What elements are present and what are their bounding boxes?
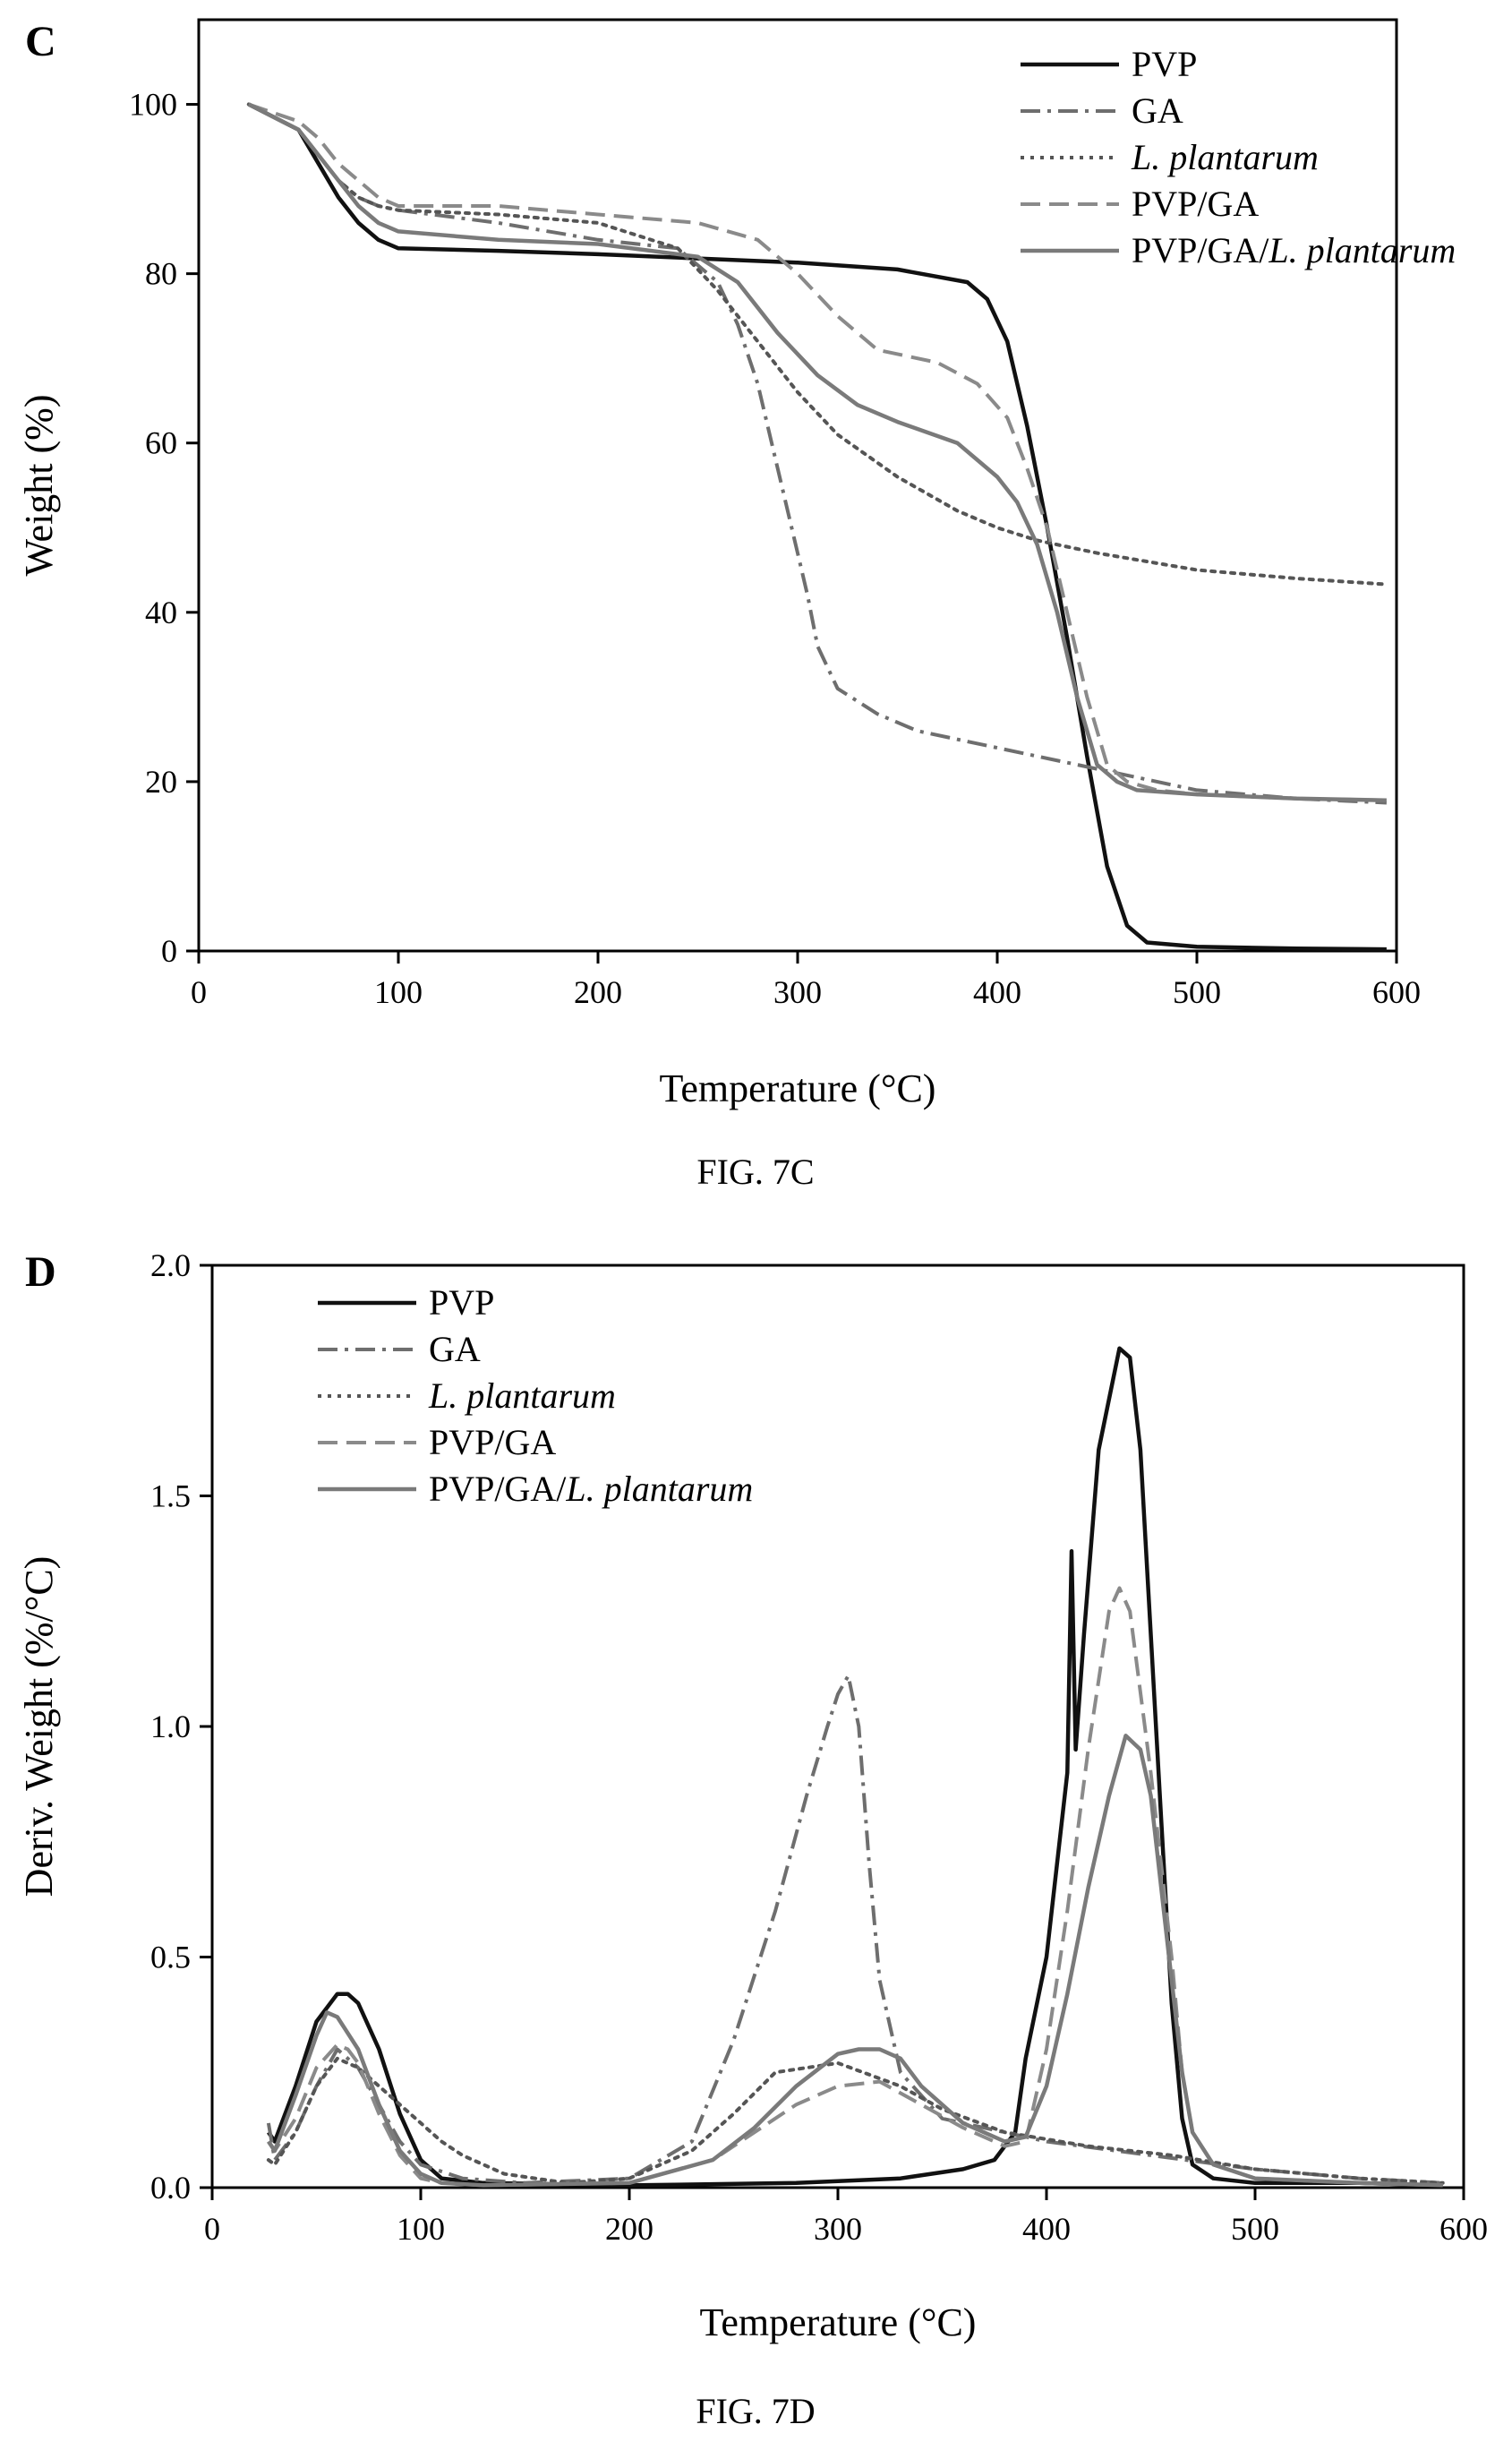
caption-d: FIG. 7D [696, 2391, 815, 2431]
x-axis-label-c: Temperature (°C) [660, 1067, 936, 1110]
x-tick-label: 400 [973, 974, 1021, 1010]
legend-label: PVP/GA [429, 1422, 556, 1462]
series-group-c [246, 102, 1388, 952]
legend-label: PVP/GA/L. plantarum [429, 1469, 753, 1509]
x-tick-label: 600 [1372, 974, 1421, 1010]
series-line-pvp-ga [267, 1586, 1443, 2188]
x-tick-label: 300 [814, 2211, 862, 2247]
y-tick-label: 0.5 [150, 1940, 191, 1975]
series-line-l-plantarum [266, 2056, 1445, 2185]
x-axis-d: 0 100 200 300 400 500 600 [204, 2188, 1488, 2247]
y-tick-label: 1.5 [150, 1478, 191, 1514]
plot-frame-d [210, 1264, 1465, 2189]
caption-c: FIG. 7C [696, 1152, 814, 1192]
legend-label: GA [429, 1329, 481, 1369]
series-line-l-plantarum [246, 102, 1388, 587]
y-tick-label: 0.0 [150, 2170, 191, 2206]
y-tick-label: 100 [129, 87, 177, 123]
series-line-pvp-ga-l-plantarum [267, 1734, 1443, 2188]
panel-label-d: D [25, 1248, 56, 1296]
legend-label: PVP/GA [1132, 184, 1259, 224]
legend-d: PVP GA L. plantarum PVP/GA PVP/GA/L. plantar… [318, 1282, 753, 1509]
x-tick-label: 500 [1231, 2211, 1279, 2247]
tga-chart: C 0 100 200 300 400 500 600 0 20 40 60 80 100 Tempe… [17, 18, 1456, 1192]
legend-label: PVP/GA/L. plantarum [1132, 230, 1456, 270]
x-tick-label: 0 [191, 974, 207, 1010]
legend-label: PVP [1132, 44, 1197, 84]
y-tick-label: 80 [145, 256, 177, 292]
legend-label: L. plantarum [1131, 137, 1319, 177]
x-tick-label: 300 [773, 974, 822, 1010]
x-axis-label-d: Temperature (°C) [700, 2300, 977, 2344]
series-line-ga [266, 1674, 1443, 2185]
y-axis-label-d: Deriv. Weight (%/°C) [17, 1556, 61, 1897]
y-tick-label: 40 [145, 595, 177, 630]
y-tick-label: 20 [145, 764, 177, 800]
legend-label: L. plantarum [428, 1375, 616, 1416]
x-tick-label: 400 [1022, 2211, 1071, 2247]
y-axis-label-c: Weight (%) [17, 395, 61, 577]
x-tick-label: 600 [1439, 2211, 1488, 2247]
y-tick-label: 1.0 [150, 1709, 191, 1744]
x-tick-label: 100 [397, 2211, 445, 2247]
series-line-pvp-ga-l-plantarum [247, 102, 1387, 802]
x-axis-c: 0 100 200 300 400 500 600 [191, 951, 1421, 1010]
x-tick-label: 200 [605, 2211, 653, 2247]
y-tick-label: 2.0 [150, 1247, 191, 1283]
x-tick-label: 0 [204, 2211, 220, 2247]
series-line-pvp [267, 1346, 1443, 2188]
series-group-d [266, 1346, 1445, 2188]
y-tick-label: 0 [161, 933, 177, 969]
legend-c: PVP GA L. plantarum PVP/GA PVP/GA/L. plantar… [1021, 44, 1456, 270]
x-tick-label: 500 [1173, 974, 1221, 1010]
series-line-pvp [247, 102, 1387, 952]
legend-label: PVP [429, 1282, 494, 1323]
x-tick-label: 100 [374, 974, 423, 1010]
panel-label-c: C [25, 18, 56, 65]
y-axis-c: 0 20 40 60 80 100 [129, 87, 199, 969]
dtg-chart: D 0 100 200 300 400 500 600 0.0 0.5 1.0 1.5 2.0 Te… [17, 1247, 1488, 2431]
x-tick-label: 200 [574, 974, 622, 1010]
y-tick-label: 60 [145, 425, 177, 461]
legend-label: GA [1132, 90, 1183, 131]
y-axis-d: 0.0 0.5 1.0 1.5 2.0 [150, 1247, 212, 2206]
series-line-pvp-ga [248, 102, 1387, 802]
